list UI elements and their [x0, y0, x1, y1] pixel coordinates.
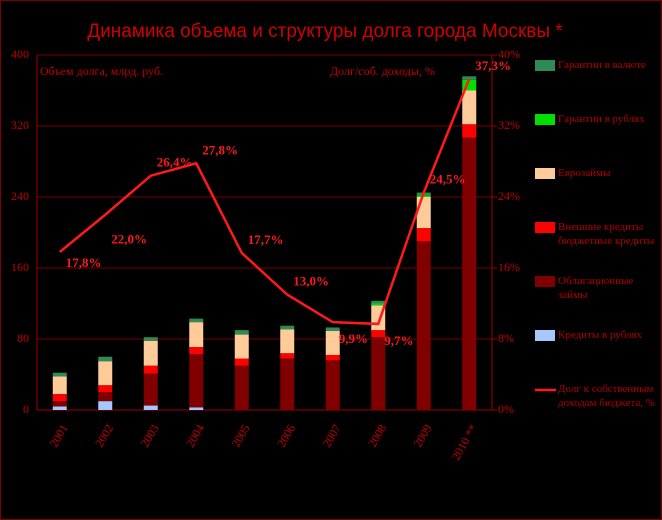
legend-label: Кредиты в рублях	[558, 329, 643, 341]
bar-segment	[280, 325, 295, 330]
legend-label: Долг к собственным доходам бюджета, %	[558, 383, 655, 409]
data-label: 22,0%	[111, 232, 147, 247]
legend-swatch	[535, 276, 555, 287]
bar-segment	[325, 354, 340, 361]
bar-segment	[189, 346, 204, 355]
data-label: 37,3%	[475, 58, 511, 73]
bar-segment	[416, 241, 431, 410]
bar-segment	[416, 228, 431, 242]
bar-segment	[234, 334, 249, 359]
y2-tick-label: 24%	[498, 189, 520, 203]
bar-segment	[98, 392, 113, 402]
y-tick-label: 80	[17, 331, 29, 345]
y-tick-label: 400	[11, 47, 29, 61]
legend-swatch	[535, 168, 555, 179]
bar-segment	[189, 318, 204, 323]
legend-text: Облигационные займы	[558, 275, 634, 301]
bar-segment	[371, 300, 386, 304]
bar-segment	[143, 373, 158, 406]
bar-segment	[189, 322, 204, 347]
legend-text: Еврозаймы	[558, 167, 611, 179]
bar-segment	[189, 354, 204, 408]
bar-segment	[234, 330, 249, 335]
bar-segment	[462, 76, 477, 80]
legend-text: Гарантии в валюте	[558, 59, 646, 71]
bar-segment	[98, 401, 113, 410]
bar-segment	[143, 337, 158, 341]
legend-label: Гарантии в рублях	[558, 113, 645, 125]
data-label: 26,4%	[157, 155, 193, 170]
data-label: 9,7%	[384, 333, 413, 348]
bar-segment	[325, 327, 340, 332]
legend-label: Гарантии в валюте	[558, 59, 646, 71]
data-label: 24,5%	[430, 172, 466, 187]
bar-segment	[143, 340, 158, 366]
bar-segment	[143, 405, 158, 410]
bar-segment	[280, 329, 295, 354]
legend-swatch	[535, 330, 555, 341]
bar-segment	[325, 360, 340, 410]
legend-swatch	[535, 114, 555, 125]
legend-text: Долг к собственным доходам бюджета, %	[558, 383, 655, 409]
bar-segment	[462, 90, 477, 125]
legend-label: Внешние кредиты бюджетные кредиты	[558, 221, 655, 247]
legend-text: Внешние кредиты бюджетные кредиты	[558, 221, 655, 247]
legend-text: Гарантии в рублях	[558, 113, 645, 125]
data-label: 17,7%	[248, 232, 284, 247]
y-tick-label: 0	[23, 402, 29, 416]
bar-segment	[52, 401, 67, 407]
bar-segment	[98, 361, 113, 386]
legend-text: Кредиты в рублях	[558, 329, 643, 341]
chart-title: Динамика объема и структуры долга города…	[87, 21, 563, 42]
y-tick-label: 320	[11, 118, 29, 132]
y-tick-label: 160	[11, 260, 29, 274]
y2-tick-label: 0%	[498, 402, 514, 416]
legend-label: Облигационные займы	[558, 275, 634, 301]
bar-segment	[280, 358, 295, 410]
data-label: 13,0%	[293, 274, 329, 289]
bar-segment	[143, 365, 158, 374]
y-tick-label: 240	[11, 189, 29, 203]
bar-segment	[52, 376, 67, 395]
bar-segment	[416, 197, 431, 229]
y2-axis-label: Долг/соб. доходы, %	[330, 64, 435, 78]
bar-segment	[325, 331, 340, 355]
data-label: 27,8%	[202, 142, 238, 157]
bar-segment	[371, 303, 386, 306]
bar-segment	[234, 358, 249, 366]
legend-swatch	[535, 60, 555, 71]
legend-swatch	[535, 222, 555, 233]
bar-segment	[462, 79, 477, 91]
y2-tick-label: 16%	[498, 260, 520, 274]
bar-segment	[371, 330, 386, 338]
bar-segment	[234, 365, 249, 410]
bar-segment	[98, 356, 113, 362]
bar-segment	[462, 124, 477, 138]
y2-tick-label: 32%	[498, 118, 520, 132]
y2-tick-label: 40%	[498, 47, 520, 61]
y2-tick-label: 8%	[498, 331, 514, 345]
bar-segment	[98, 385, 113, 393]
bar-segment	[189, 407, 204, 410]
data-label: 17,8%	[66, 255, 102, 270]
legend-label: Еврозаймы	[558, 167, 611, 179]
bar-segment	[52, 406, 67, 410]
bar-segment	[280, 353, 295, 359]
data-label: 9,9%	[339, 331, 368, 346]
bar-segment	[52, 394, 67, 402]
bar-segment	[371, 337, 386, 410]
line-series	[58, 78, 471, 326]
bar-segment	[52, 372, 67, 377]
bar-segment	[462, 137, 477, 410]
y-axis-label: Объем долга, млрд. руб.	[40, 64, 163, 78]
